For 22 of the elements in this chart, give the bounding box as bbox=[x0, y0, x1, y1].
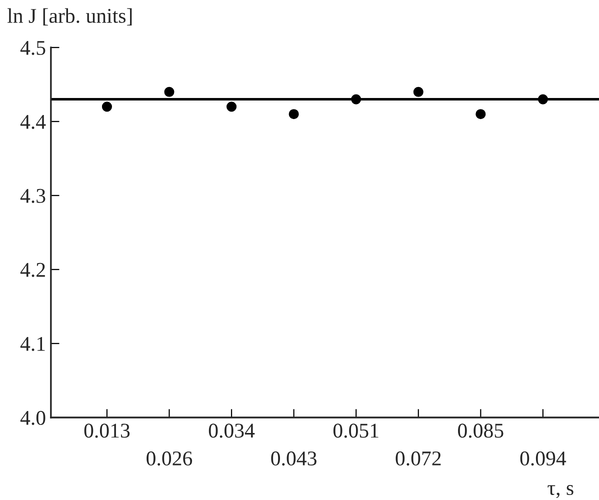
point bbox=[288, 109, 299, 120]
y-tick-label: 4.1 bbox=[20, 336, 45, 352]
point bbox=[102, 102, 112, 112]
x-axis-title: τ, s bbox=[548, 485, 574, 498]
x-tick-label: 0.094 bbox=[520, 451, 566, 466]
y-tick-label: 4.0 bbox=[20, 410, 46, 426]
y-tick-label: 4.4 bbox=[20, 115, 46, 130]
point bbox=[413, 86, 424, 97]
x-tick-label: 0.034 bbox=[208, 424, 255, 438]
y-axis-title: ln J [arb. units] bbox=[7, 8, 132, 26]
y-tick-label: 4.5 bbox=[20, 41, 46, 56]
x-tick-label: 0.043 bbox=[271, 451, 316, 466]
x-tick-label: 0.085 bbox=[458, 424, 504, 438]
y-tick-label: 4.2 bbox=[20, 262, 45, 278]
x-tick-label: 0.026 bbox=[146, 451, 192, 466]
x-tick-label: 0.072 bbox=[396, 451, 441, 466]
point bbox=[476, 109, 486, 120]
point bbox=[226, 102, 237, 112]
x-tick-label: 0.013 bbox=[84, 424, 130, 438]
point bbox=[164, 86, 174, 97]
y-tick-label: 4.3 bbox=[20, 188, 46, 204]
x-tick-label: 0.051 bbox=[333, 424, 378, 438]
